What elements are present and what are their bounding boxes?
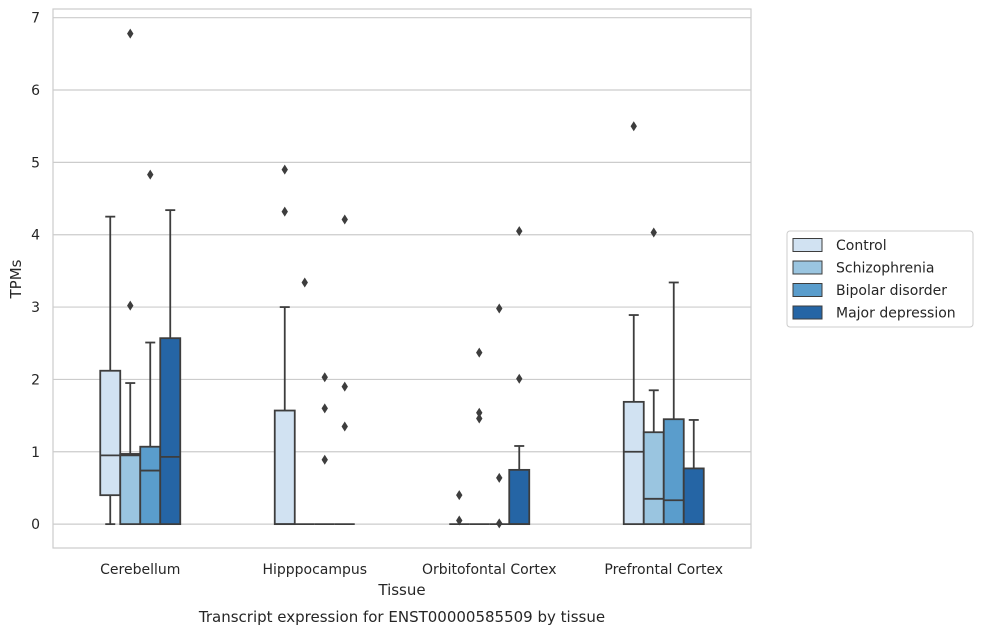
outlier-point bbox=[321, 372, 328, 383]
outlier-point bbox=[127, 300, 134, 311]
x-tick-label: Orbitofontal Cortex bbox=[422, 562, 557, 578]
y-tick-label: 2 bbox=[31, 372, 40, 388]
outlier-point bbox=[341, 421, 348, 432]
x-tick-label: Prefrontal Cortex bbox=[604, 562, 723, 578]
box-group bbox=[449, 490, 470, 526]
outlier-point bbox=[321, 454, 328, 465]
y-axis-label: TPMs bbox=[7, 259, 25, 299]
outlier-point bbox=[127, 28, 134, 39]
box-group bbox=[159, 209, 182, 526]
box bbox=[642, 431, 665, 526]
box-group bbox=[489, 303, 510, 529]
outlier-point bbox=[147, 169, 154, 180]
box-group bbox=[622, 121, 645, 526]
box-group bbox=[314, 372, 335, 526]
box-group bbox=[334, 214, 355, 526]
y-tick-label: 0 bbox=[31, 517, 40, 533]
outlier-point bbox=[516, 226, 523, 237]
box-group bbox=[642, 227, 665, 526]
legend-swatch bbox=[792, 238, 823, 252]
outlier-point bbox=[456, 515, 463, 526]
outlier-point bbox=[341, 381, 348, 392]
x-tick-label: Hipppocampus bbox=[262, 562, 367, 578]
outlier-point bbox=[476, 407, 483, 418]
x-axis-label: Tissue bbox=[377, 581, 425, 599]
box bbox=[622, 400, 645, 526]
legend-swatch bbox=[792, 260, 823, 275]
legend-label: Major depression bbox=[836, 306, 956, 322]
outlier-point bbox=[301, 277, 308, 288]
y-tick-labels: 0 1 2 3 4 5 6 7 bbox=[31, 11, 40, 533]
chart-caption: Transcript expression for ENST0000058550… bbox=[198, 608, 605, 626]
legend-swatch bbox=[792, 283, 823, 297]
outlier-point bbox=[456, 490, 463, 501]
box bbox=[159, 337, 182, 526]
legend-label: Bipolar disorder bbox=[836, 283, 947, 299]
outlier-point bbox=[496, 518, 503, 529]
y-tick-label: 4 bbox=[31, 228, 40, 244]
box bbox=[662, 418, 685, 526]
legend: Control Schizophrenia Bipolar disorder Majo… bbox=[786, 230, 974, 328]
outlier-point bbox=[650, 227, 657, 238]
outlier-point bbox=[630, 121, 637, 132]
box bbox=[139, 445, 162, 526]
box-group bbox=[294, 277, 315, 526]
box-group bbox=[99, 215, 122, 526]
x-tick-label: Cerebellum bbox=[100, 562, 180, 578]
outlier-point bbox=[281, 164, 288, 175]
box bbox=[119, 453, 142, 526]
box-group bbox=[273, 164, 296, 526]
outlier-point bbox=[496, 472, 503, 483]
legend-frame bbox=[786, 230, 974, 328]
outlier-point bbox=[476, 347, 483, 358]
outlier-point bbox=[341, 214, 348, 225]
outlier-point bbox=[321, 403, 328, 414]
plot-marks bbox=[99, 28, 705, 529]
legend-swatch bbox=[792, 305, 823, 320]
outlier-point bbox=[281, 206, 288, 217]
y-tick-label: 5 bbox=[31, 155, 40, 171]
y-tick-label: 6 bbox=[31, 83, 40, 99]
box-group bbox=[119, 28, 142, 526]
y-tick-label: 1 bbox=[31, 445, 40, 461]
outlier-point bbox=[496, 303, 503, 314]
y-tick-label: 7 bbox=[31, 11, 40, 27]
box-group bbox=[682, 419, 705, 526]
plot-frame bbox=[52, 8, 752, 549]
box bbox=[508, 468, 531, 526]
box bbox=[682, 467, 705, 526]
box-group bbox=[139, 169, 162, 526]
box-group bbox=[662, 281, 685, 526]
legend-label: Control bbox=[836, 238, 887, 254]
box bbox=[99, 369, 122, 497]
legend-label: Schizophrenia bbox=[836, 261, 934, 277]
box bbox=[273, 409, 296, 526]
x-tick-labels: Cerebellum Hipppocampus Orbitofontal Corte… bbox=[100, 562, 723, 578]
outlier-point bbox=[516, 373, 523, 384]
box-group bbox=[508, 226, 531, 526]
outlier-point bbox=[476, 413, 483, 424]
y-tick-label: 3 bbox=[31, 300, 40, 316]
box-group bbox=[469, 347, 490, 526]
